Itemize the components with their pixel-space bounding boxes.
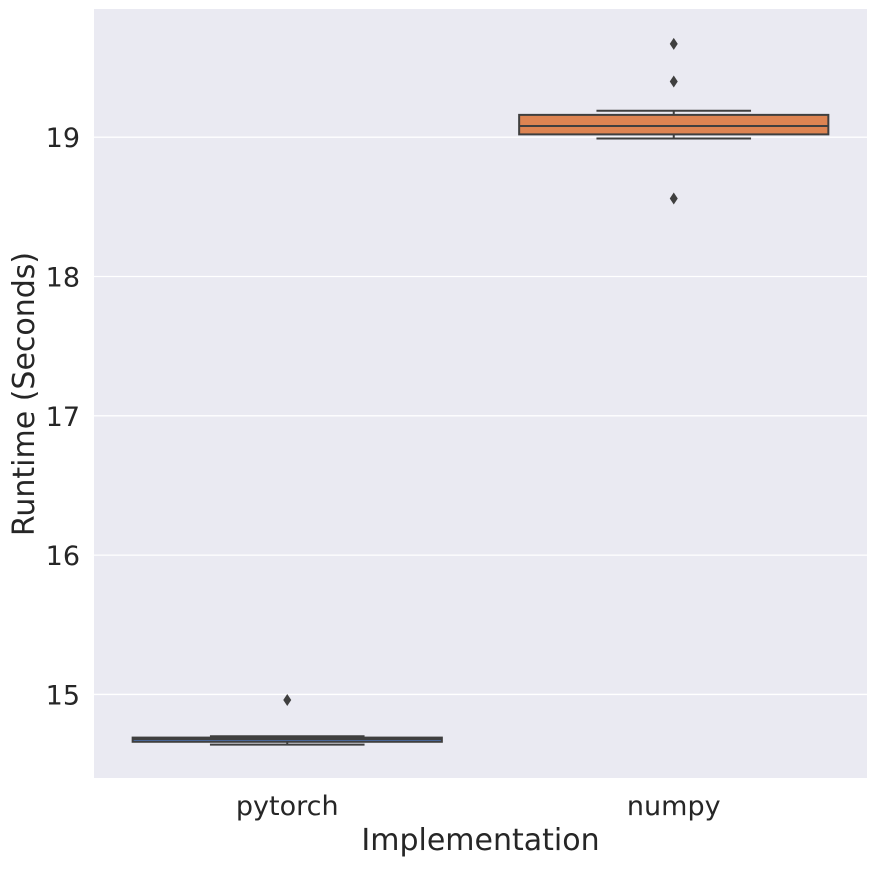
x-tick-labels: pytorch numpy xyxy=(236,791,721,822)
outlier-point xyxy=(669,192,678,205)
y-tick-label: 16 xyxy=(46,541,80,572)
y-tick-labels: 15 16 17 18 19 xyxy=(46,123,80,711)
y-tick-label: 17 xyxy=(46,402,80,433)
outlier-point xyxy=(669,37,678,50)
x-axis-label: Implementation xyxy=(361,823,599,858)
box-iqr xyxy=(518,113,830,136)
x-tick-label-numpy: numpy xyxy=(627,791,721,822)
box-pytorch xyxy=(131,693,443,746)
box-numpy xyxy=(518,37,830,205)
y-axis-label: Runtime (Seconds) xyxy=(7,252,42,536)
gridlines xyxy=(94,136,867,696)
outlier-point xyxy=(669,75,678,88)
y-tick-label: 15 xyxy=(46,680,80,711)
outlier-point xyxy=(283,693,292,706)
boxes xyxy=(131,37,830,746)
y-tick-label: 19 xyxy=(46,123,80,154)
x-tick-label-pytorch: pytorch xyxy=(236,791,339,822)
y-tick-label: 18 xyxy=(46,262,80,293)
